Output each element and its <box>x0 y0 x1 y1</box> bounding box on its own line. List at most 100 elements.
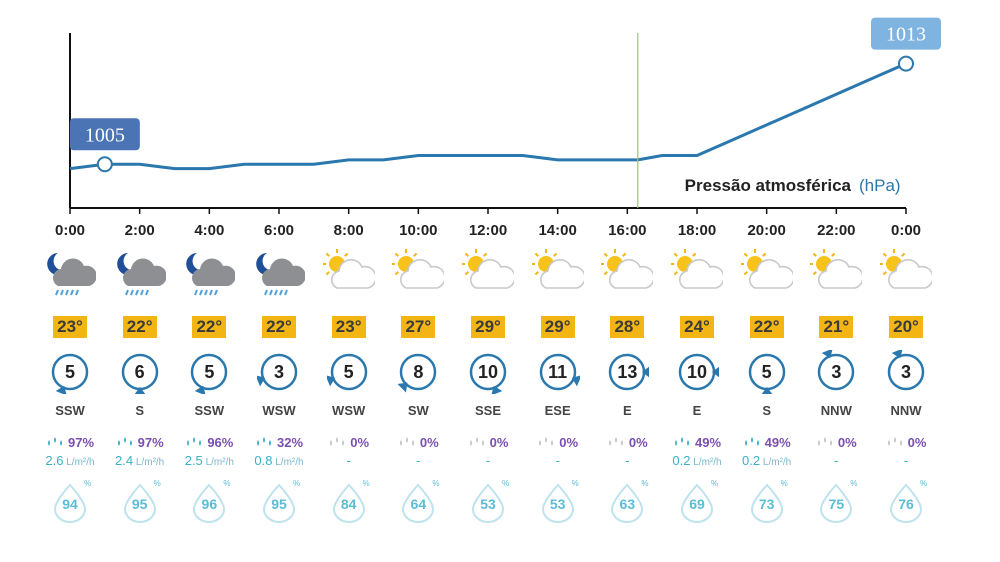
sun-cloud-icon <box>600 248 656 298</box>
precip-amount: - <box>517 453 599 468</box>
temperature-badge: 27° <box>401 316 436 338</box>
humidity-value: 95 <box>131 496 148 512</box>
percent-sign: % <box>84 479 92 488</box>
wind-direction: SSW <box>55 403 85 418</box>
drop-icon <box>820 483 853 523</box>
marker-label-box <box>69 118 140 151</box>
x-tick-label: 14:00 <box>538 222 576 239</box>
temperature-badge: 23° <box>53 316 87 338</box>
x-tick-label: 0:00 <box>55 222 85 239</box>
drop-icon <box>889 483 923 523</box>
night-cloud-rain-icon <box>114 248 167 298</box>
humidity-drop: 84% <box>330 479 370 523</box>
humidity-drop: 53% <box>539 479 579 523</box>
humidity-drop: 95% <box>260 479 300 523</box>
humidity-value: 69 <box>689 496 705 512</box>
precip-amount: - <box>586 453 668 468</box>
humidity-drop: 63% <box>608 479 648 523</box>
night-cloud-rain-icon <box>44 248 97 298</box>
rain-drops-icon <box>116 435 138 450</box>
precip-amount-unit: L/m²/h <box>63 457 95 468</box>
rain-drops-icon <box>673 435 695 450</box>
wind-indicator: 5 <box>745 350 789 394</box>
temperature-badge: 22° <box>122 316 157 338</box>
percent-sign: % <box>780 479 788 488</box>
marker-label-box <box>871 17 941 50</box>
precip-amount-value: - <box>903 453 909 468</box>
precip-probability-value: 32% <box>276 435 304 450</box>
x-tick-label: 0:00 <box>891 222 921 239</box>
precip-probability-value: 0% <box>350 435 370 450</box>
precip-probability: 97% <box>105 435 175 450</box>
x-tick-label: 22:00 <box>817 222 855 239</box>
precip-amount: 2.4 L/m²/h <box>99 453 181 468</box>
wind-indicator: 10 <box>466 350 510 394</box>
humidity-drop: 75% <box>817 479 857 523</box>
percent-sign: % <box>641 479 649 488</box>
humidity-value: 95 <box>271 496 287 512</box>
rain-drops-icon <box>398 435 420 450</box>
precip-probability: 49% <box>662 435 732 450</box>
humidity-value: 53 <box>480 496 496 512</box>
precip-probability-value: 97% <box>67 435 95 450</box>
temperature-badge: 21° <box>819 316 854 338</box>
wind-indicator: 5 <box>326 350 371 394</box>
sun-cloud-icon <box>461 248 516 298</box>
humidity-drop: 69% <box>678 479 718 523</box>
sun-cloud-icon <box>530 248 586 298</box>
wind-indicator: 8 <box>396 350 440 394</box>
pressure-line <box>69 62 907 171</box>
chart-unit: (hPa) <box>859 176 901 195</box>
sun-cloud-icon <box>739 248 795 298</box>
marker-point <box>898 55 914 72</box>
precip-amount-unit: L/m²/h <box>202 457 234 468</box>
humidity-value: 84 <box>340 496 357 512</box>
wind-speed: 11 <box>548 362 568 382</box>
precip-probability-value: 0% <box>628 435 648 450</box>
rain-drops-icon <box>537 435 559 450</box>
rain-drops-icon <box>185 435 207 450</box>
wind-direction: E <box>692 403 702 418</box>
percent-sign: % <box>223 479 231 488</box>
percent-sign: % <box>432 479 440 488</box>
wind-direction: E <box>622 403 632 418</box>
precip-amount-value: - <box>834 453 839 468</box>
x-tick-label: 10:00 <box>399 222 437 239</box>
precip-probability: 96% <box>174 435 244 450</box>
marker-point <box>96 156 113 173</box>
percent-sign: % <box>153 479 161 488</box>
sun-cloud-icon <box>670 248 725 298</box>
wind-speed: 10 <box>477 362 499 382</box>
precip-amount-value: 0.2 <box>742 453 761 468</box>
chart-title: Pressão atmosférica <box>685 176 852 195</box>
x-tick-label: 6:00 <box>264 222 294 239</box>
precip-probability: 0% <box>592 435 662 450</box>
sun-cloud-icon <box>391 248 447 298</box>
wind-indicator: 5 <box>187 350 231 394</box>
precip-amount-value: 2.6 <box>45 453 64 468</box>
precip-amount-value: - <box>485 453 491 468</box>
wind-direction: SSW <box>194 403 225 418</box>
wind-speed: 3 <box>273 362 284 382</box>
percent-sign: % <box>362 479 370 488</box>
humidity-drop: 53% <box>469 479 509 523</box>
precip-probability-value: 97% <box>137 435 164 450</box>
temperature-badge: 24° <box>680 316 714 338</box>
precip-amount-unit: L/m²/h <box>690 457 722 468</box>
rain-drops-icon <box>255 435 277 450</box>
precip-amount: - <box>865 453 947 468</box>
sun-cloud-icon <box>321 248 377 298</box>
precip-amount-value: 2.4 <box>115 453 134 468</box>
precip-amount: - <box>447 453 529 468</box>
wind-indicator: 3 <box>257 350 301 394</box>
wind-indicator: 11 <box>536 350 580 394</box>
wind-direction: SSE <box>474 403 501 418</box>
temperature-badge: 23° <box>331 316 366 338</box>
wind-speed: 5 <box>343 362 354 382</box>
temperature-badge: 22° <box>262 316 296 338</box>
drop-icon <box>680 483 714 523</box>
drop-icon <box>332 483 365 523</box>
percent-sign: % <box>920 479 928 488</box>
wind-speed: 5 <box>64 362 75 382</box>
rain-drops-icon <box>607 435 629 450</box>
